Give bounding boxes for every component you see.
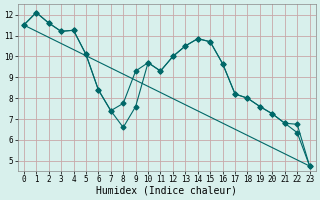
X-axis label: Humidex (Indice chaleur): Humidex (Indice chaleur) <box>96 186 237 196</box>
